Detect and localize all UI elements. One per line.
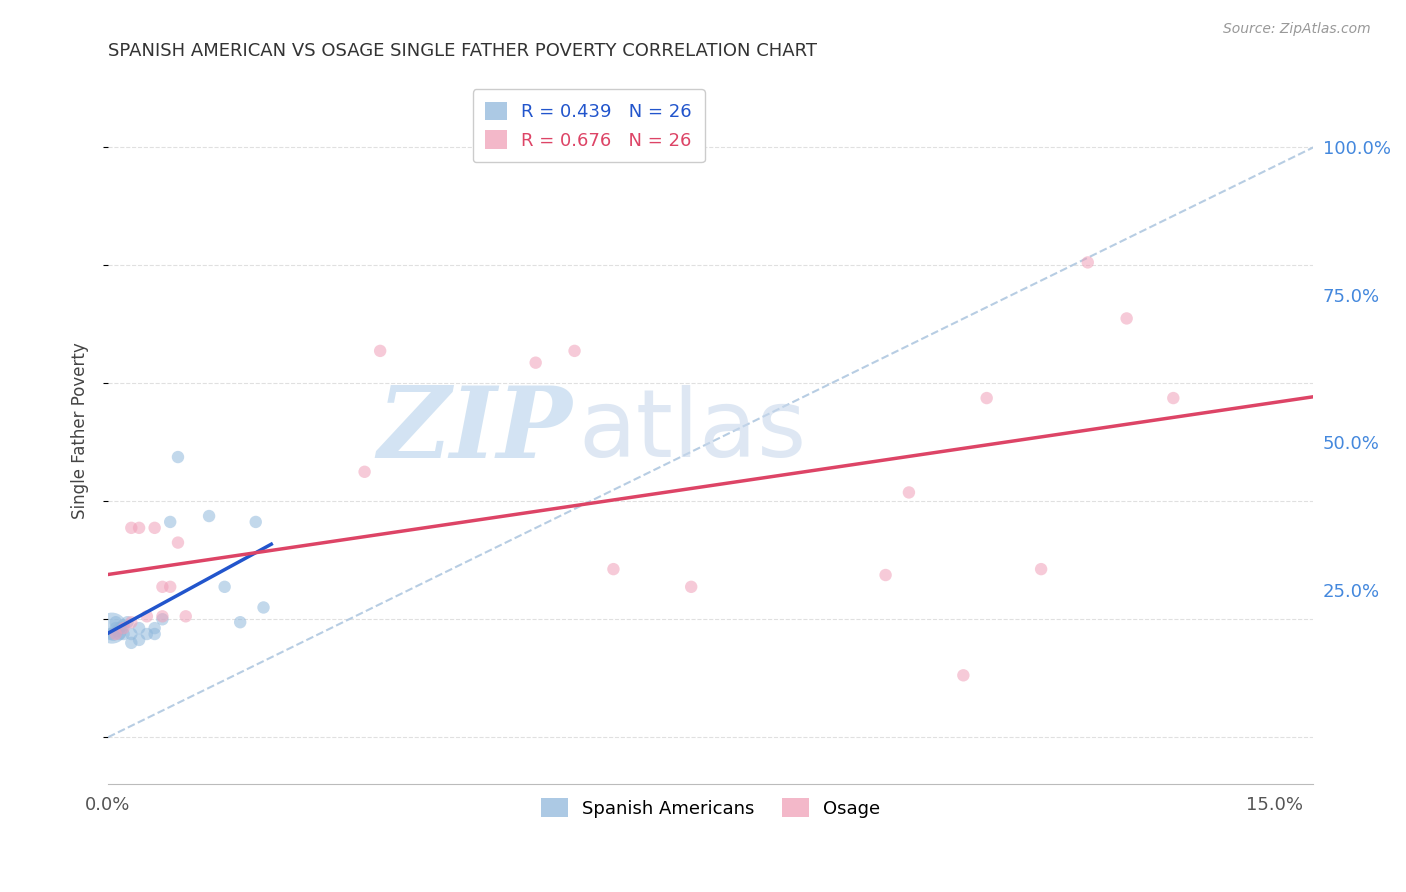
Point: [143, 627, 166, 641]
Text: SPANISH AMERICAN VS OSAGE SINGLE FATHER POVERTY CORRELATION CHART: SPANISH AMERICAN VS OSAGE SINGLE FATHER …: [108, 42, 817, 60]
Point: [103, 627, 125, 641]
Point: [101, 621, 124, 635]
Point: [152, 612, 174, 626]
Point: [120, 615, 142, 630]
Point: [104, 627, 127, 641]
Point: [167, 450, 190, 464]
Point: [135, 627, 157, 641]
Point: [143, 521, 166, 535]
Point: [245, 515, 267, 529]
Point: [112, 621, 135, 635]
Point: [108, 621, 131, 635]
Y-axis label: Single Father Poverty: Single Father Poverty: [72, 343, 89, 519]
Point: [198, 509, 221, 524]
Point: [104, 615, 127, 630]
Point: [104, 621, 127, 635]
Point: [120, 521, 142, 535]
Point: [120, 627, 142, 641]
Point: [128, 632, 150, 647]
Point: [1077, 255, 1099, 269]
Point: [897, 485, 920, 500]
Point: [112, 627, 135, 641]
Point: [120, 636, 142, 650]
Point: [214, 580, 236, 594]
Point: [368, 343, 391, 358]
Point: [976, 391, 998, 405]
Point: [1163, 391, 1185, 405]
Point: [152, 580, 174, 594]
Point: [159, 515, 181, 529]
Point: [1029, 562, 1052, 576]
Text: ZIP: ZIP: [377, 383, 572, 479]
Point: [952, 668, 974, 682]
Point: [159, 580, 181, 594]
Point: [174, 609, 197, 624]
Point: [1115, 311, 1137, 326]
Point: [143, 621, 166, 635]
Point: [128, 621, 150, 635]
Point: [252, 600, 274, 615]
Point: [167, 535, 190, 549]
Point: [112, 618, 135, 632]
Text: atlas: atlas: [578, 384, 806, 476]
Point: [105, 624, 128, 638]
Point: [135, 609, 157, 624]
Point: [98, 627, 121, 641]
Point: [353, 465, 375, 479]
Point: [117, 615, 139, 630]
Point: [524, 356, 547, 370]
Point: [152, 609, 174, 624]
Point: [108, 627, 131, 641]
Point: [229, 615, 252, 630]
Point: [875, 568, 897, 582]
Point: [602, 562, 624, 576]
Legend: Spanish Americans, Osage: Spanish Americans, Osage: [534, 791, 887, 825]
Text: Source: ZipAtlas.com: Source: ZipAtlas.com: [1223, 22, 1371, 37]
Point: [564, 343, 586, 358]
Point: [681, 580, 703, 594]
Point: [128, 521, 150, 535]
